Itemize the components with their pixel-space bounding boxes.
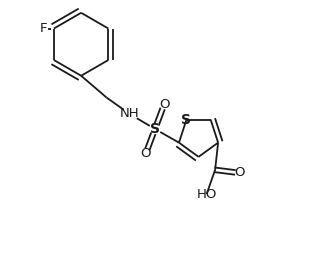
Text: HO: HO xyxy=(197,188,217,201)
Text: O: O xyxy=(141,147,151,160)
Text: O: O xyxy=(159,98,169,111)
Text: NH: NH xyxy=(120,107,139,120)
Text: S: S xyxy=(150,122,160,136)
Text: O: O xyxy=(234,167,245,179)
Text: S: S xyxy=(181,113,191,126)
Text: F: F xyxy=(40,22,47,35)
